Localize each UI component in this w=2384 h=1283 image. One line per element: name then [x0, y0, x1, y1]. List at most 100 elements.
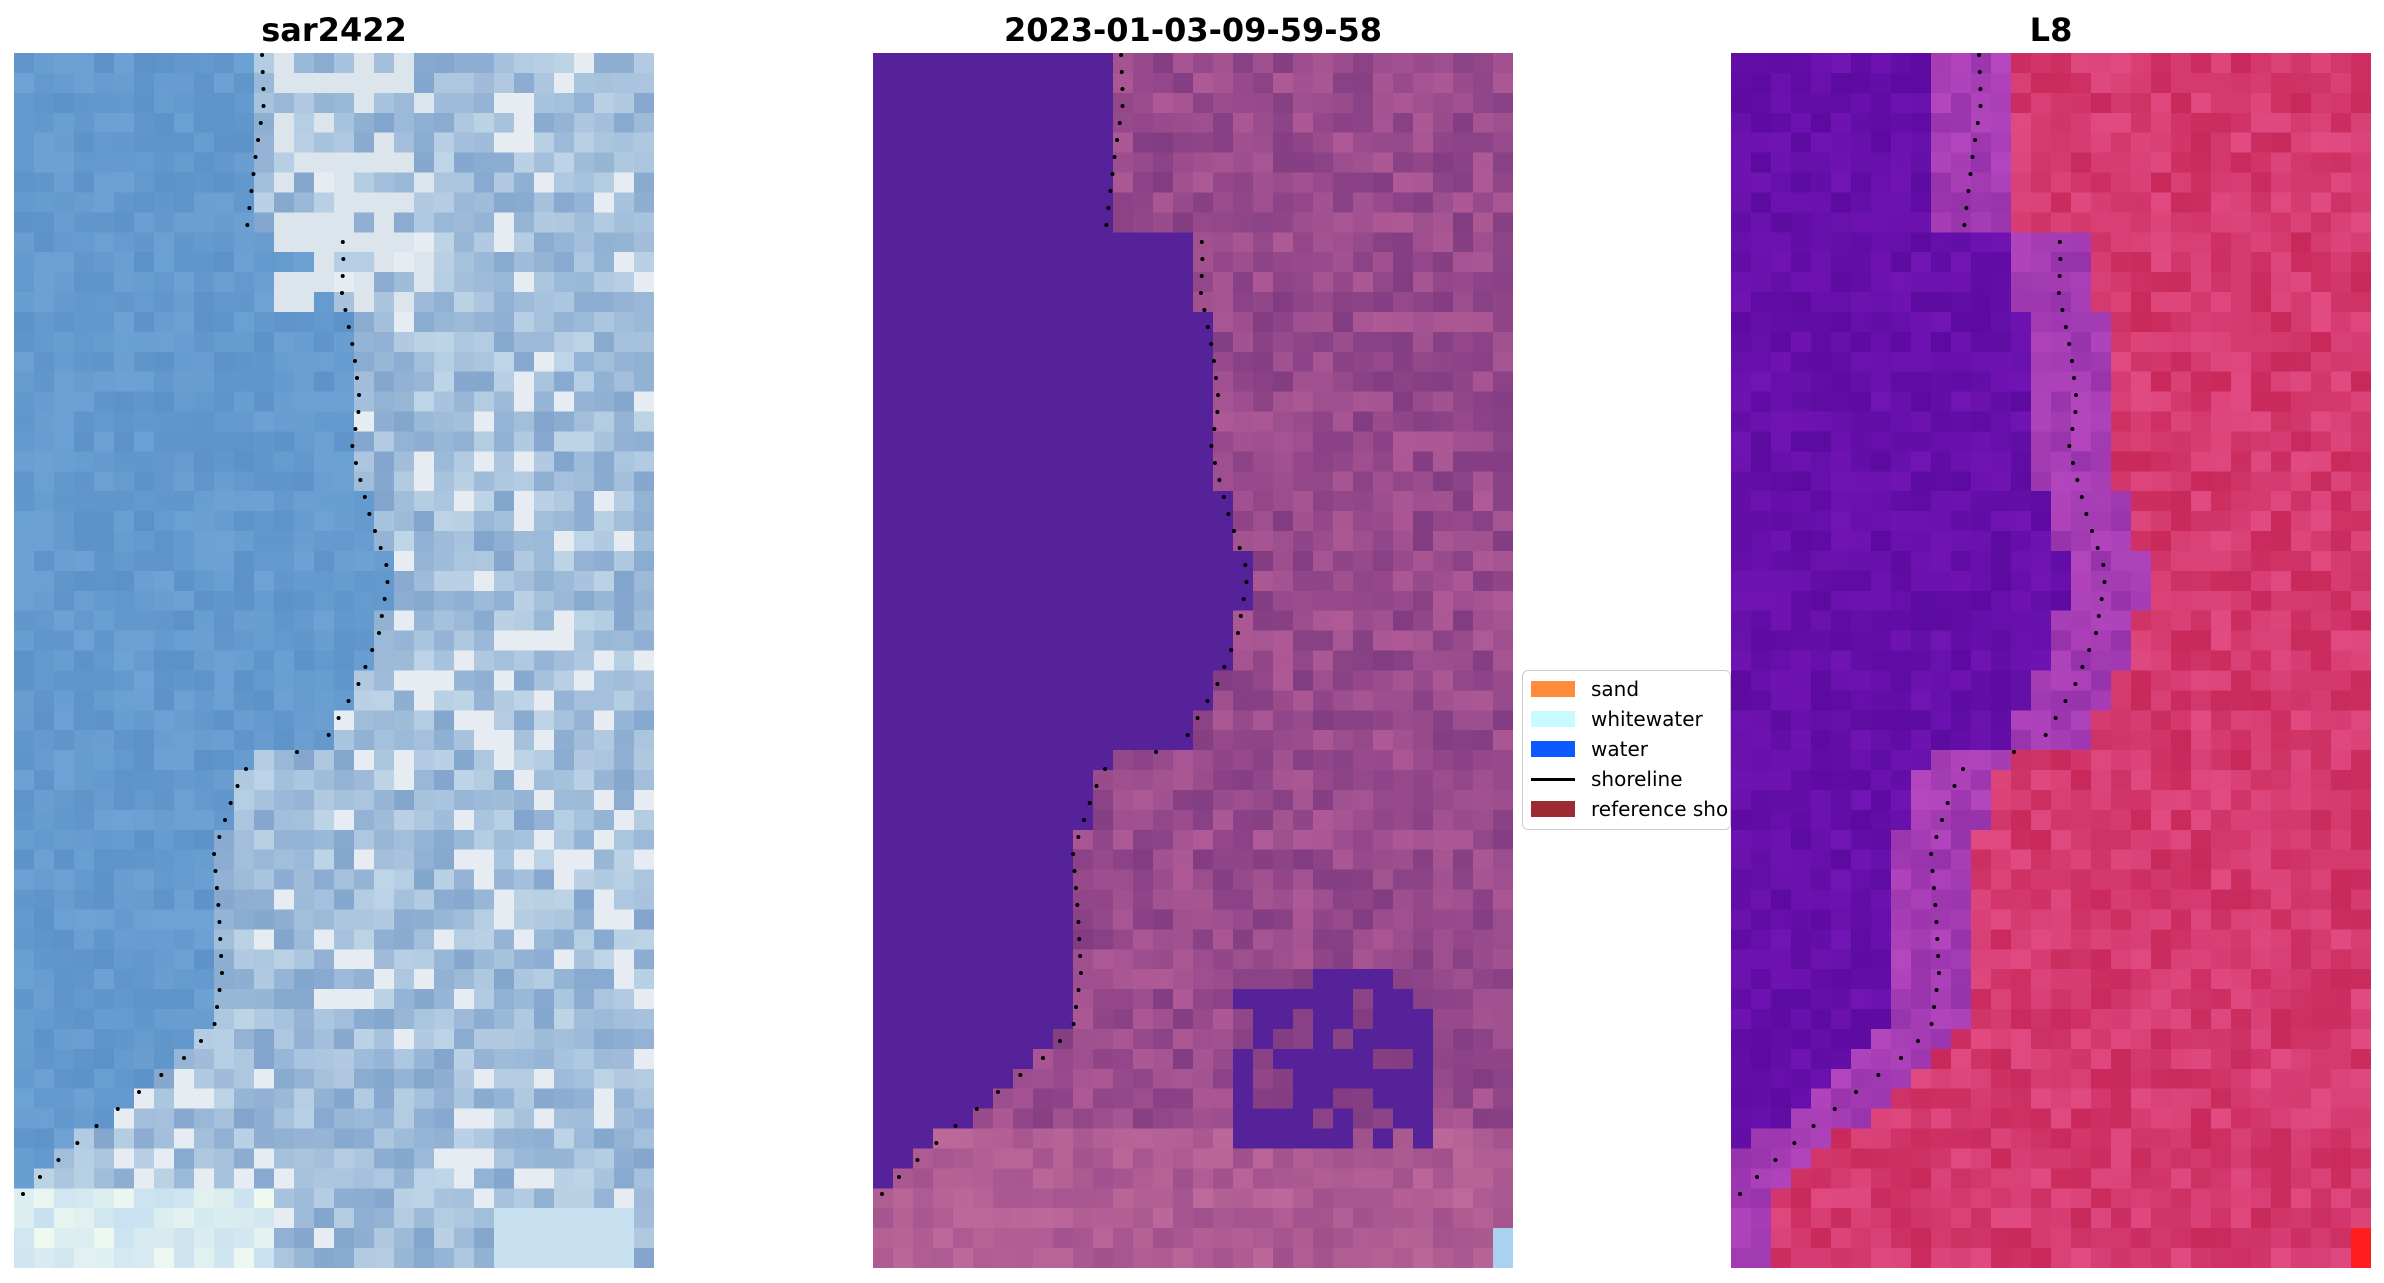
- shoreline-dot: [1120, 87, 1125, 91]
- shoreline-dot: [182, 1056, 186, 1060]
- shoreline-dot: [1237, 546, 1242, 550]
- shoreline-dot: [1119, 53, 1124, 57]
- shoreline-dot: [2073, 682, 2078, 686]
- shoreline-dot: [880, 1192, 884, 1196]
- shoreline-dot: [1229, 648, 1234, 652]
- shoreline-dot: [1935, 937, 1940, 941]
- shoreline-dot: [2060, 308, 2065, 312]
- shoreline-dot: [1205, 699, 1210, 703]
- legend-item-reference-shoreline: reference shoreline: [1531, 796, 1730, 822]
- rgb-image-panel: [14, 53, 654, 1268]
- shoreline-dot: [115, 1107, 120, 1111]
- shoreline-dot: [2095, 546, 2100, 550]
- shoreline-dot: [1076, 988, 1081, 992]
- shoreline-dot: [2094, 631, 2098, 635]
- shoreline-dot: [1940, 818, 1944, 822]
- shoreline-dot: [1930, 869, 1935, 873]
- panel-title-l8: L8: [2029, 11, 2073, 49]
- legend: sand whitewater water shoreline referenc…: [1522, 670, 1731, 830]
- shoreline-dot: [1076, 835, 1081, 839]
- legend-label-sand: sand: [1591, 677, 1640, 701]
- shoreline-dot: [2087, 648, 2092, 652]
- shoreline-dot: [1209, 444, 1214, 448]
- shoreline-dot: [1975, 121, 1980, 125]
- shoreline-dot: [2080, 665, 2085, 669]
- shoreline-dot: [220, 971, 224, 975]
- shoreline-dot: [367, 512, 372, 516]
- shoreline-dot: [247, 206, 252, 210]
- shoreline-dot: [1075, 903, 1080, 907]
- shoreline-dot: [350, 342, 355, 346]
- shoreline-dot: [350, 444, 355, 448]
- shoreline-dot: [1968, 172, 1973, 176]
- shoreline-dot: [75, 1141, 80, 1145]
- shoreline-dot: [1212, 427, 1217, 431]
- shoreline-dot: [1072, 869, 1077, 873]
- shoreline-dot: [2101, 563, 2106, 567]
- shoreline-dot: [379, 614, 384, 618]
- shoreline-dot: [1195, 716, 1200, 720]
- shoreline-dot: [2084, 512, 2089, 516]
- shoreline-dot: [1154, 750, 1158, 754]
- shoreline-dot: [2063, 699, 2068, 703]
- shoreline-dot: [2069, 359, 2074, 363]
- shoreline-dot: [2067, 444, 2072, 448]
- shoreline-dot: [356, 682, 361, 686]
- shoreline-dot: [934, 1141, 939, 1145]
- shoreline-dot: [1932, 1005, 1937, 1009]
- shoreline-dot: [1119, 70, 1124, 74]
- legend-item-whitewater: whitewater: [1531, 706, 1703, 732]
- shoreline-dot: [340, 274, 345, 278]
- shoreline-dot: [1811, 1124, 1816, 1128]
- shoreline-dot: [217, 835, 222, 839]
- shoreline-dot: [1200, 257, 1205, 261]
- shoreline-dot: [1977, 70, 1982, 74]
- rgb-satellite-image: [14, 53, 654, 1268]
- shoreline-dot: [261, 87, 266, 91]
- shoreline-dot: [1209, 342, 1214, 346]
- shoreline-dot: [2043, 733, 2048, 737]
- legend-label-shoreline: shoreline: [1591, 767, 1683, 791]
- shoreline-dot: [1773, 1158, 1778, 1162]
- shoreline-dot: [214, 886, 219, 890]
- shoreline-dot: [2090, 529, 2094, 533]
- shoreline-dot: [1115, 138, 1120, 142]
- shoreline-dot: [353, 461, 358, 465]
- shoreline-dot: [357, 393, 362, 397]
- shoreline-dot: [996, 1090, 1000, 1094]
- shoreline-dot: [1071, 852, 1076, 856]
- shoreline-overlay-rgb: [21, 53, 390, 1196]
- shoreline-dot: [2053, 716, 2058, 720]
- shoreline-dot: [1071, 1022, 1076, 1026]
- shoreline-dot: [343, 308, 348, 312]
- shoreline-dot: [260, 70, 265, 74]
- shoreline-dot: [1936, 954, 1941, 958]
- shoreline-dot: [1226, 512, 1231, 516]
- shoreline-dot: [228, 801, 233, 805]
- shoreline-dot: [1232, 529, 1236, 533]
- shoreline-dot: [1961, 767, 1965, 771]
- shoreline-dot: [212, 1022, 217, 1026]
- shoreline-dot: [1854, 1090, 1858, 1094]
- shoreline-dot: [253, 155, 258, 159]
- shoreline-dot: [1964, 206, 1969, 210]
- shoreline-dot: [295, 750, 299, 754]
- shoreline-dot: [340, 291, 344, 295]
- shoreline-dot: [213, 869, 218, 873]
- shoreline-dot: [1110, 172, 1115, 176]
- shoreline-dot: [362, 495, 367, 499]
- shoreline-dot: [2074, 393, 2079, 397]
- classification-image-panel: [873, 53, 1513, 1268]
- shoreline-dot: [1755, 1175, 1759, 1179]
- shoreline-dot: [1018, 1073, 1023, 1077]
- shoreline-dot: [356, 410, 361, 414]
- shoreline-dot: [1978, 87, 1983, 91]
- shoreline-dot: [1962, 223, 1967, 227]
- shoreline-dot: [340, 240, 345, 244]
- shoreline-dot: [260, 53, 265, 57]
- shoreline-dot: [1945, 801, 1950, 805]
- shoreline-dot: [219, 954, 224, 958]
- shoreline-dot: [56, 1158, 61, 1162]
- whitewater-swatch: [1531, 711, 1575, 727]
- shoreline-dot: [2079, 495, 2084, 499]
